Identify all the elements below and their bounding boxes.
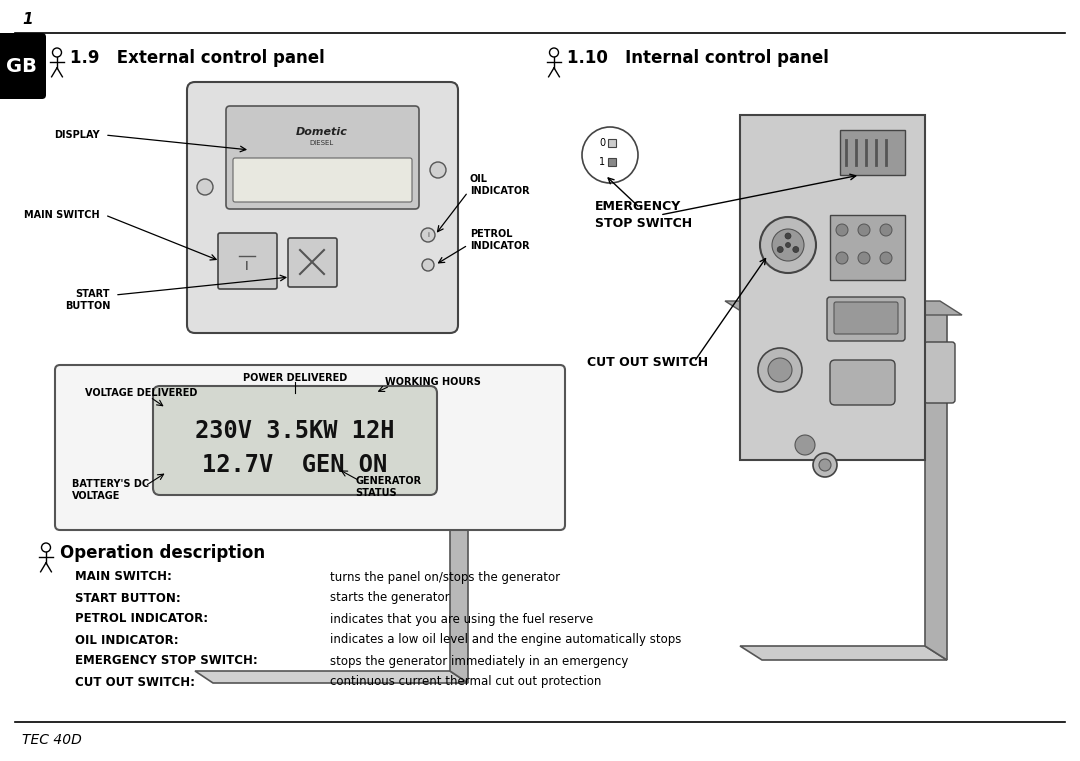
FancyBboxPatch shape [827,297,905,341]
Bar [608,158,616,166]
Text: PETROL
INDICATOR: PETROL INDICATOR [470,229,529,251]
Circle shape [819,459,831,471]
Circle shape [836,252,848,264]
Polygon shape [740,646,947,660]
Circle shape [880,252,892,264]
Circle shape [768,358,792,382]
Text: 12.7V  GEN ON: 12.7V GEN ON [202,453,388,477]
Circle shape [422,259,434,271]
Text: GB: GB [5,56,37,75]
Text: EMERGENCY STOP SWITCH:: EMERGENCY STOP SWITCH: [75,654,258,667]
Text: i: i [427,232,429,238]
Text: TRAVELLER ELECTRONIC CONTROL: TRAVELLER ELECTRONIC CONTROL [274,176,369,180]
FancyBboxPatch shape [831,215,905,280]
Circle shape [778,247,783,253]
Text: START
BUTTON: START BUTTON [65,289,110,311]
FancyBboxPatch shape [55,365,565,530]
Polygon shape [924,301,947,660]
Circle shape [758,348,802,392]
FancyBboxPatch shape [840,130,905,175]
Polygon shape [450,436,468,683]
FancyBboxPatch shape [831,360,895,405]
Circle shape [197,179,213,195]
Text: VOLTAGE DELIVERED: VOLTAGE DELIVERED [85,388,198,398]
Text: 1.9   External control panel: 1.9 External control panel [70,49,325,67]
Circle shape [880,224,892,236]
Text: 0: 0 [599,138,605,148]
Polygon shape [195,671,468,683]
Circle shape [430,162,446,178]
Text: I: I [245,260,248,272]
Text: continuous current thermal cut out protection: continuous current thermal cut out prote… [330,676,602,689]
Circle shape [858,224,870,236]
Text: POWER DELIVERED: POWER DELIVERED [243,373,347,383]
Circle shape [772,229,804,261]
Circle shape [836,224,848,236]
Text: START BUTTON:: START BUTTON: [75,591,180,604]
Text: 1: 1 [599,157,605,167]
Text: DISPLAY: DISPLAY [54,130,100,140]
Circle shape [793,247,799,253]
FancyBboxPatch shape [233,158,411,202]
Text: OIL INDICATOR:: OIL INDICATOR: [75,633,178,647]
Text: stops the generator immediately in an emergency: stops the generator immediately in an em… [330,654,629,667]
FancyBboxPatch shape [226,106,419,209]
FancyBboxPatch shape [924,342,955,403]
Text: CUT OUT SWITCH: CUT OUT SWITCH [588,355,708,368]
FancyBboxPatch shape [834,302,897,334]
Text: indicates that you are using the fuel reserve: indicates that you are using the fuel re… [330,613,593,626]
Text: WORKING HOURS: WORKING HOURS [384,377,481,387]
Text: starts the generator: starts the generator [330,591,449,604]
Text: DIESEL: DIESEL [310,140,334,146]
Circle shape [785,233,791,239]
FancyBboxPatch shape [218,233,276,289]
Text: Operation description: Operation description [60,544,265,562]
FancyBboxPatch shape [740,115,924,460]
Circle shape [813,453,837,477]
Text: MAIN SWITCH:: MAIN SWITCH: [75,571,172,584]
Circle shape [421,228,435,242]
Text: MAIN SWITCH: MAIN SWITCH [25,210,100,220]
Circle shape [795,435,815,455]
FancyBboxPatch shape [288,238,337,287]
Circle shape [760,217,816,273]
Text: Dometic: Dometic [296,127,348,137]
Text: indicates a low oil level and the engine automatically stops: indicates a low oil level and the engine… [330,633,681,647]
Bar [608,139,616,147]
Text: BATTERY'S DC
VOLTAGE: BATTERY'S DC VOLTAGE [72,479,149,501]
Text: TEC 40D: TEC 40D [22,733,82,747]
FancyBboxPatch shape [153,386,437,495]
Circle shape [858,252,870,264]
Text: EMERGENCY
STOP SWITCH: EMERGENCY STOP SWITCH [595,200,692,230]
Circle shape [785,243,791,247]
Text: 1: 1 [22,12,32,27]
Text: OIL
INDICATOR: OIL INDICATOR [470,174,529,196]
Polygon shape [725,301,962,315]
Text: turns the panel on/stops the generator: turns the panel on/stops the generator [330,571,561,584]
FancyBboxPatch shape [0,33,46,99]
Text: PETROL INDICATOR:: PETROL INDICATOR: [75,613,208,626]
Text: 1.10   Internal control panel: 1.10 Internal control panel [567,49,828,67]
FancyBboxPatch shape [187,82,458,333]
Text: GENERATOR
STATUS: GENERATOR STATUS [355,476,421,498]
Text: CUT OUT SWITCH:: CUT OUT SWITCH: [75,676,195,689]
Text: 230V 3.5KW 12H: 230V 3.5KW 12H [195,419,395,443]
